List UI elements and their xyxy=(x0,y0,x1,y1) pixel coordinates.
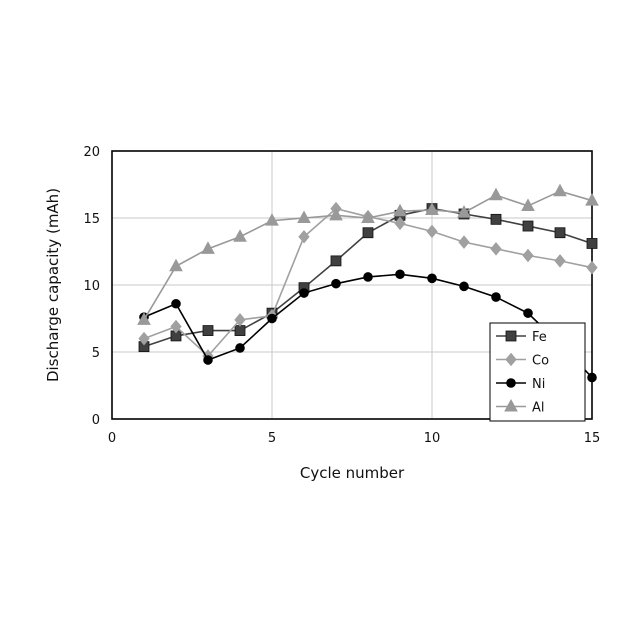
data-point-ni xyxy=(363,272,373,282)
data-point-ni xyxy=(331,279,341,289)
legend: Fe Co Ni Al xyxy=(490,323,585,421)
data-point-fe xyxy=(491,214,501,224)
x-tick-label: 5 xyxy=(268,431,276,446)
data-point-ni xyxy=(203,355,213,365)
y-axis-label: Discharge capacity (mAh) xyxy=(44,188,62,382)
data-point-ni xyxy=(171,299,181,309)
legend-marker-fe xyxy=(506,331,516,341)
data-point-fe xyxy=(203,326,213,336)
y-tick-label: 20 xyxy=(83,145,100,160)
data-point-ni xyxy=(459,282,469,292)
x-tick-label: 0 xyxy=(108,431,116,446)
y-tick-label: 15 xyxy=(83,212,100,227)
data-point-fe xyxy=(363,228,373,238)
y-tick-label: 0 xyxy=(92,413,100,428)
data-point-fe xyxy=(555,228,565,238)
legend-label-ni: Ni xyxy=(532,377,545,392)
data-point-ni xyxy=(587,373,597,383)
data-point-ni xyxy=(427,274,437,284)
legend-label-fe: Fe xyxy=(532,330,547,345)
legend-label-al: Al xyxy=(532,401,545,416)
data-point-ni xyxy=(395,269,405,279)
data-point-fe xyxy=(587,238,597,248)
legend-marker-ni xyxy=(506,378,516,388)
x-tick-label: 15 xyxy=(584,431,601,446)
data-point-fe xyxy=(523,221,533,231)
data-point-ni xyxy=(491,292,501,302)
y-tick-label: 10 xyxy=(83,279,100,294)
data-point-ni xyxy=(299,288,309,298)
legend-label-co: Co xyxy=(532,354,549,369)
data-point-ni xyxy=(267,314,277,324)
data-point-ni xyxy=(523,308,533,318)
data-point-ni xyxy=(235,343,245,353)
x-axis-label: Cycle number xyxy=(300,464,405,482)
x-tick-label: 10 xyxy=(424,431,441,446)
data-point-fe xyxy=(331,256,341,266)
data-point-fe xyxy=(235,326,245,336)
y-tick-label: 5 xyxy=(92,346,100,361)
